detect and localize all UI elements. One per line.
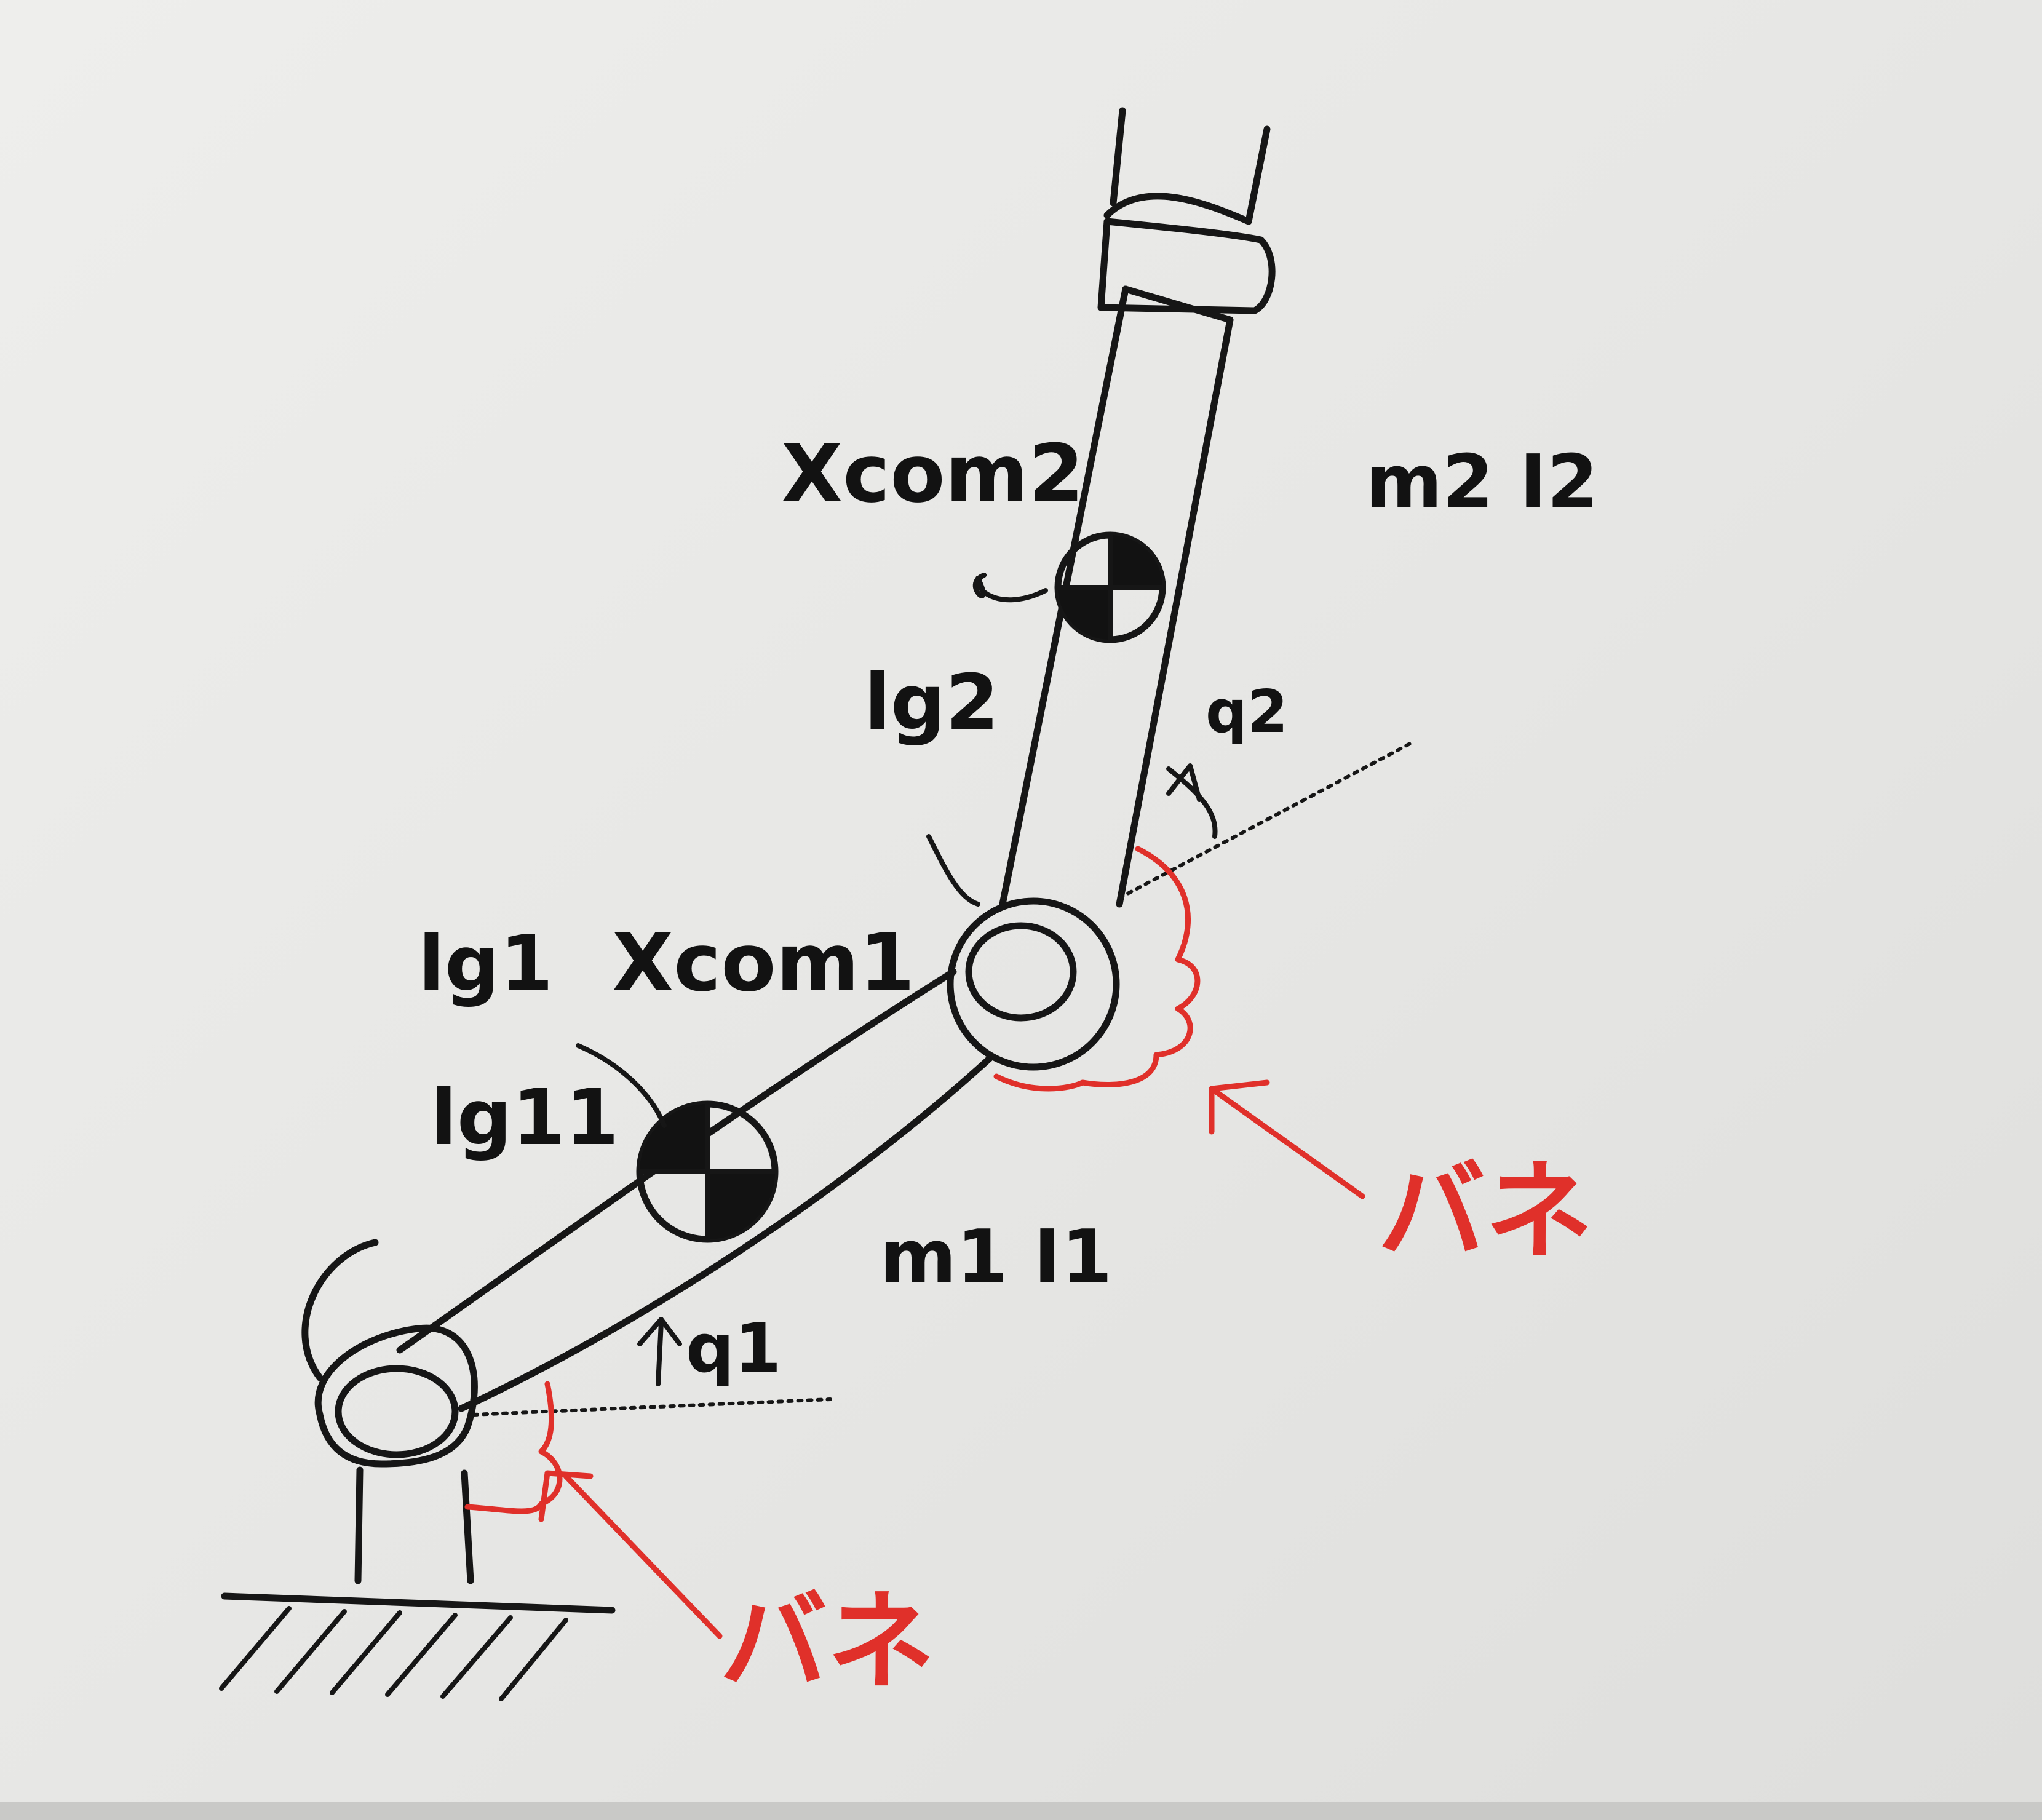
spring-arrow-icon xyxy=(538,1079,1365,1639)
paper-edge xyxy=(0,1802,2042,1820)
com2-marker-icon xyxy=(1054,531,1166,643)
com1-marker-icon xyxy=(636,1100,779,1243)
label-m1-i1: m1 I1 xyxy=(880,1215,1112,1300)
label-q1: q1 xyxy=(686,1309,781,1388)
label-m2-i2: m2 I2 xyxy=(1365,440,1598,525)
label-spring-upper: バネ xyxy=(1378,1150,1593,1274)
reference-lines xyxy=(472,739,1416,1417)
label-q2: q2 xyxy=(1206,678,1288,746)
label-xcom1: Xcom1 xyxy=(612,916,915,1009)
label-xcom2: Xcom2 xyxy=(781,427,1084,520)
elbow-joint-icon xyxy=(947,897,1120,1071)
arrow-icon xyxy=(637,763,1202,1386)
label-spring-lower: バネ xyxy=(720,1580,935,1705)
spring-icon xyxy=(464,846,1201,1514)
label-lg2: lg2 xyxy=(864,658,999,747)
base-joint-icon xyxy=(314,1324,478,1468)
label-lg1: lg1 xyxy=(418,920,553,1009)
base-stand xyxy=(301,1239,474,1584)
length-arcs xyxy=(576,573,1218,1128)
label-lg11: lg11 xyxy=(431,1073,619,1162)
ground-icon xyxy=(219,1592,616,1701)
gripper-icon xyxy=(1097,107,1276,314)
